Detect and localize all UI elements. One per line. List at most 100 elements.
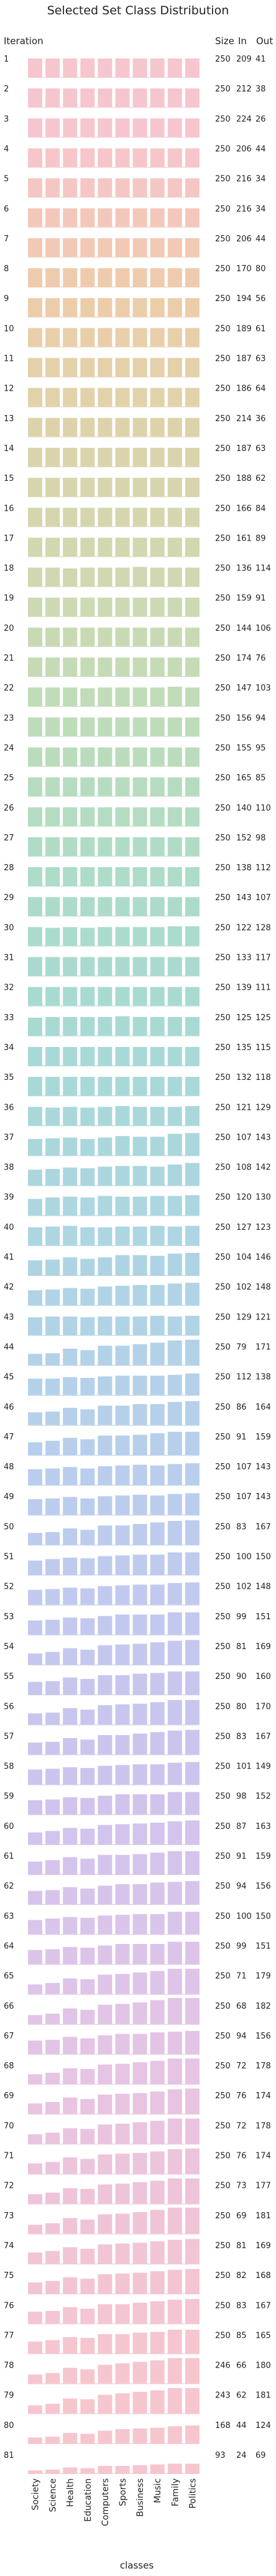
class-bar	[115, 1047, 130, 1066]
class-bar	[80, 1498, 95, 1515]
class-bar	[132, 717, 147, 737]
class-bar	[185, 1373, 200, 1395]
category-tick-label: Business	[136, 2478, 145, 2517]
class-bar	[80, 358, 95, 377]
class-bar	[115, 1405, 130, 1425]
class-bar	[80, 2248, 95, 2264]
class-bar	[115, 1644, 130, 1665]
class-bar	[45, 1047, 60, 1066]
class-bar	[45, 1983, 60, 1994]
class-bar	[115, 2273, 130, 2294]
class-bar	[63, 508, 78, 527]
out-value: 149	[255, 1762, 271, 1772]
iteration-row: 66 250 68 182	[4, 1997, 271, 2025]
class-bar	[63, 2307, 78, 2324]
class-bar	[80, 2369, 95, 2384]
class-bar	[167, 597, 182, 616]
size-value: 250	[215, 1492, 231, 1502]
class-bar	[150, 627, 165, 646]
size-value: 250	[215, 1912, 231, 1921]
class-bar	[45, 58, 60, 77]
class-bar	[45, 478, 60, 497]
size-value: 250	[215, 954, 231, 963]
out-value: 89	[255, 534, 266, 543]
class-bar	[28, 1653, 42, 1665]
class-bar	[98, 238, 113, 257]
class-bar	[185, 807, 200, 826]
class-bar	[167, 1253, 182, 1275]
class-bar	[167, 417, 182, 437]
iteration-label: 46	[4, 1403, 14, 1412]
iteration-row: 17 250 161 89	[4, 534, 266, 557]
class-bar	[167, 2463, 182, 2473]
in-value: 80	[236, 1702, 247, 1711]
size-value: 250	[215, 1642, 231, 1652]
class-bar	[132, 1913, 147, 1935]
class-bar	[132, 987, 147, 1006]
class-bar	[167, 897, 182, 916]
class-bar	[132, 2302, 147, 2324]
iteration-label: 39	[4, 1193, 14, 1202]
class-bar	[98, 1675, 113, 1695]
class-bar	[63, 1528, 78, 1545]
class-bar	[98, 1735, 113, 1755]
class-bar	[167, 1612, 182, 1635]
iteration-label: 48	[4, 1462, 14, 1472]
class-bar	[63, 1946, 78, 1965]
class-bar	[132, 1285, 147, 1306]
class-bar	[80, 1047, 95, 1066]
in-value: 206	[236, 144, 252, 154]
class-bar	[63, 208, 78, 227]
class-bar	[98, 537, 113, 557]
class-bar	[63, 1857, 78, 1874]
class-bar	[63, 2467, 78, 2473]
out-value: 167	[255, 1732, 271, 1741]
iteration-label: 13	[4, 414, 14, 424]
size-value: 250	[215, 2032, 231, 2041]
class-bar	[45, 2404, 60, 2414]
class-bar	[185, 2030, 200, 2054]
class-bar	[150, 1764, 165, 1785]
class-bar	[28, 1139, 42, 1156]
iteration-label: 40	[4, 1223, 14, 1232]
size-value: 250	[215, 1073, 231, 1082]
class-bar	[132, 1404, 147, 1425]
in-value: 161	[236, 534, 252, 543]
in-value: 159	[236, 594, 252, 603]
in-value: 216	[236, 175, 252, 184]
class-bar	[98, 447, 113, 467]
class-bar	[28, 837, 42, 856]
class-bar	[167, 1316, 182, 1336]
class-bar	[45, 1411, 60, 1425]
class-bar	[45, 2073, 60, 2084]
in-value: 62	[236, 2391, 247, 2401]
class-bar	[98, 58, 113, 77]
class-bar	[28, 1890, 42, 1905]
size-value: 250	[215, 2241, 231, 2251]
class-bar	[45, 537, 60, 557]
iteration-row: 30 250 122 128	[4, 923, 271, 947]
iteration-row: 38 250 108 142	[4, 1163, 271, 1186]
iteration-label: 64	[4, 1941, 14, 1951]
in-value: 91	[236, 1852, 247, 1861]
out-value: 84	[255, 504, 266, 513]
out-value: 143	[255, 1492, 271, 1502]
class-bar	[63, 298, 78, 317]
class-bar	[63, 417, 78, 437]
class-bar	[45, 807, 60, 826]
iteration-row: 72 250 73 177	[4, 2178, 271, 2205]
iteration-label: 47	[4, 1433, 14, 1442]
class-bar	[115, 447, 130, 467]
class-bar	[167, 537, 182, 557]
class-bar	[28, 447, 42, 467]
class-bar	[45, 2470, 60, 2473]
class-bar	[167, 1851, 182, 1874]
class-bar	[63, 1257, 78, 1275]
size-value: 250	[215, 384, 231, 394]
class-bar	[63, 58, 78, 77]
class-bar	[63, 388, 78, 407]
class-bar	[80, 2338, 95, 2354]
class-bar	[28, 118, 42, 137]
class-bar	[63, 2157, 78, 2174]
class-bar	[98, 2244, 113, 2264]
